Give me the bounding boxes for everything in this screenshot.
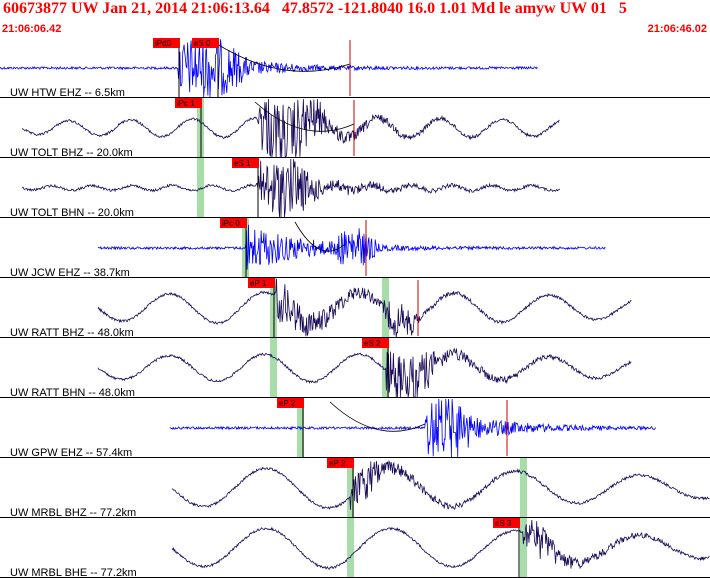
phase-pick[interactable]: eP 1 [248,278,275,338]
trace-label: UW RATT BHZ -- 48.0km [10,327,134,339]
pick-label: iPc 0 [222,219,240,228]
waveform [169,398,657,458]
trace-label: UW RATT BHN -- 48.0km [10,387,135,399]
pick-box [153,38,180,48]
pick-label: eS 1 [234,159,251,168]
trace-row[interactable]: eP 2 UW GPW EHZ -- 57.4km [0,398,710,459]
waveform [97,224,606,270]
amplitude-arc [294,221,346,252]
amplitude-arc [254,101,355,132]
pick-label: eP 2 [279,399,296,408]
pick-box [327,458,354,468]
pick-box [248,278,275,288]
waveform [97,348,632,398]
trace-row[interactable]: eS 3 UW MRBL BHE -- 77.2km [0,518,710,578]
pick-box [192,38,219,48]
pick-box [277,398,304,408]
trace-label: UW JCW EHZ -- 38.7km [10,267,130,279]
trace-label: UW MRBL BHZ -- 77.2km [10,507,136,519]
phase-pick[interactable]: eS 3 [493,518,520,578]
pick-window [520,458,527,518]
phase-pick[interactable]: eP 2 [327,458,354,518]
trace-label: UW GPW EHZ -- 57.4km [10,447,132,459]
waveform [97,278,632,338]
event-title: 60673877 UW Jan 21, 2014 21:06:13.64 47.… [3,0,627,17]
end-time-label: 21:06:46.02 [647,23,707,35]
pick-label: eS 0 [194,39,211,48]
pick-box [362,338,389,348]
trace-label: UW MRBL BHE -- 77.2km [10,567,137,578]
pick-window [270,338,277,398]
pick-label: eP 1 [250,279,267,288]
phase-pick[interactable]: eS 2 [362,338,389,398]
trace-row[interactable]: iPc 0 UW JCW EHZ -- 38.7km [0,218,710,279]
phase-pick[interactable]: iPd0 [153,38,180,98]
pick-window [347,458,354,518]
pick-window [382,338,389,398]
phase-pick[interactable]: eS 0 [192,38,219,98]
amplitude-arc [213,41,351,72]
trace-label: UW TOLT BHN -- 20.0km [10,207,134,219]
pick-label: eS 2 [364,339,381,348]
pick-label: iPd0 [155,39,172,48]
waveform [21,158,560,218]
pick-box [175,98,202,108]
seismogram-panel[interactable]: iPd0 eS 0 UW HTW EHZ -- 6.5km iPc 1 UW TOLT … [0,38,710,578]
trace-row[interactable]: eP 2 UW MRBL BHZ -- 77.2km [0,458,710,519]
trace-row[interactable]: iPd0 eS 0 UW HTW EHZ -- 6.5km [0,38,710,99]
pick-label: iPc 1 [177,99,195,108]
trace-row[interactable]: iPc 1 UW TOLT BHZ -- 20.0km [0,98,710,159]
header-bar: 60673877 UW Jan 21, 2014 21:06:13.64 47.… [0,0,710,38]
start-time-label: 21:06:06.42 [2,23,62,35]
phase-pick[interactable]: eS 1 [232,158,259,218]
trace-label: UW HTW EHZ -- 6.5km [10,87,125,99]
trace-row[interactable]: eS 2 UW RATT BHN -- 48.0km [0,338,710,399]
amplitude-arc [329,401,426,432]
phase-pick[interactable]: iPc 1 [175,98,202,158]
pick-window [347,518,354,578]
phase-pick[interactable]: eP 2 [277,398,304,458]
trace-row[interactable]: eP 1 UW RATT BHZ -- 48.0km [0,278,710,339]
trace-label: UW TOLT BHZ -- 20.0km [10,147,133,159]
trace-row[interactable]: eS 1 UW TOLT BHN -- 20.0km [0,158,710,219]
pick-box [220,218,247,228]
pick-window [520,518,527,578]
waveform [21,98,560,158]
phase-pick[interactable]: iPc 0 [220,218,247,278]
pick-box [493,518,520,528]
pick-box [232,158,259,168]
pick-label: eS 3 [495,519,512,528]
waveform [171,459,710,510]
pick-label: eP 2 [329,459,346,468]
waveform [0,38,538,98]
waveform [171,519,710,570]
